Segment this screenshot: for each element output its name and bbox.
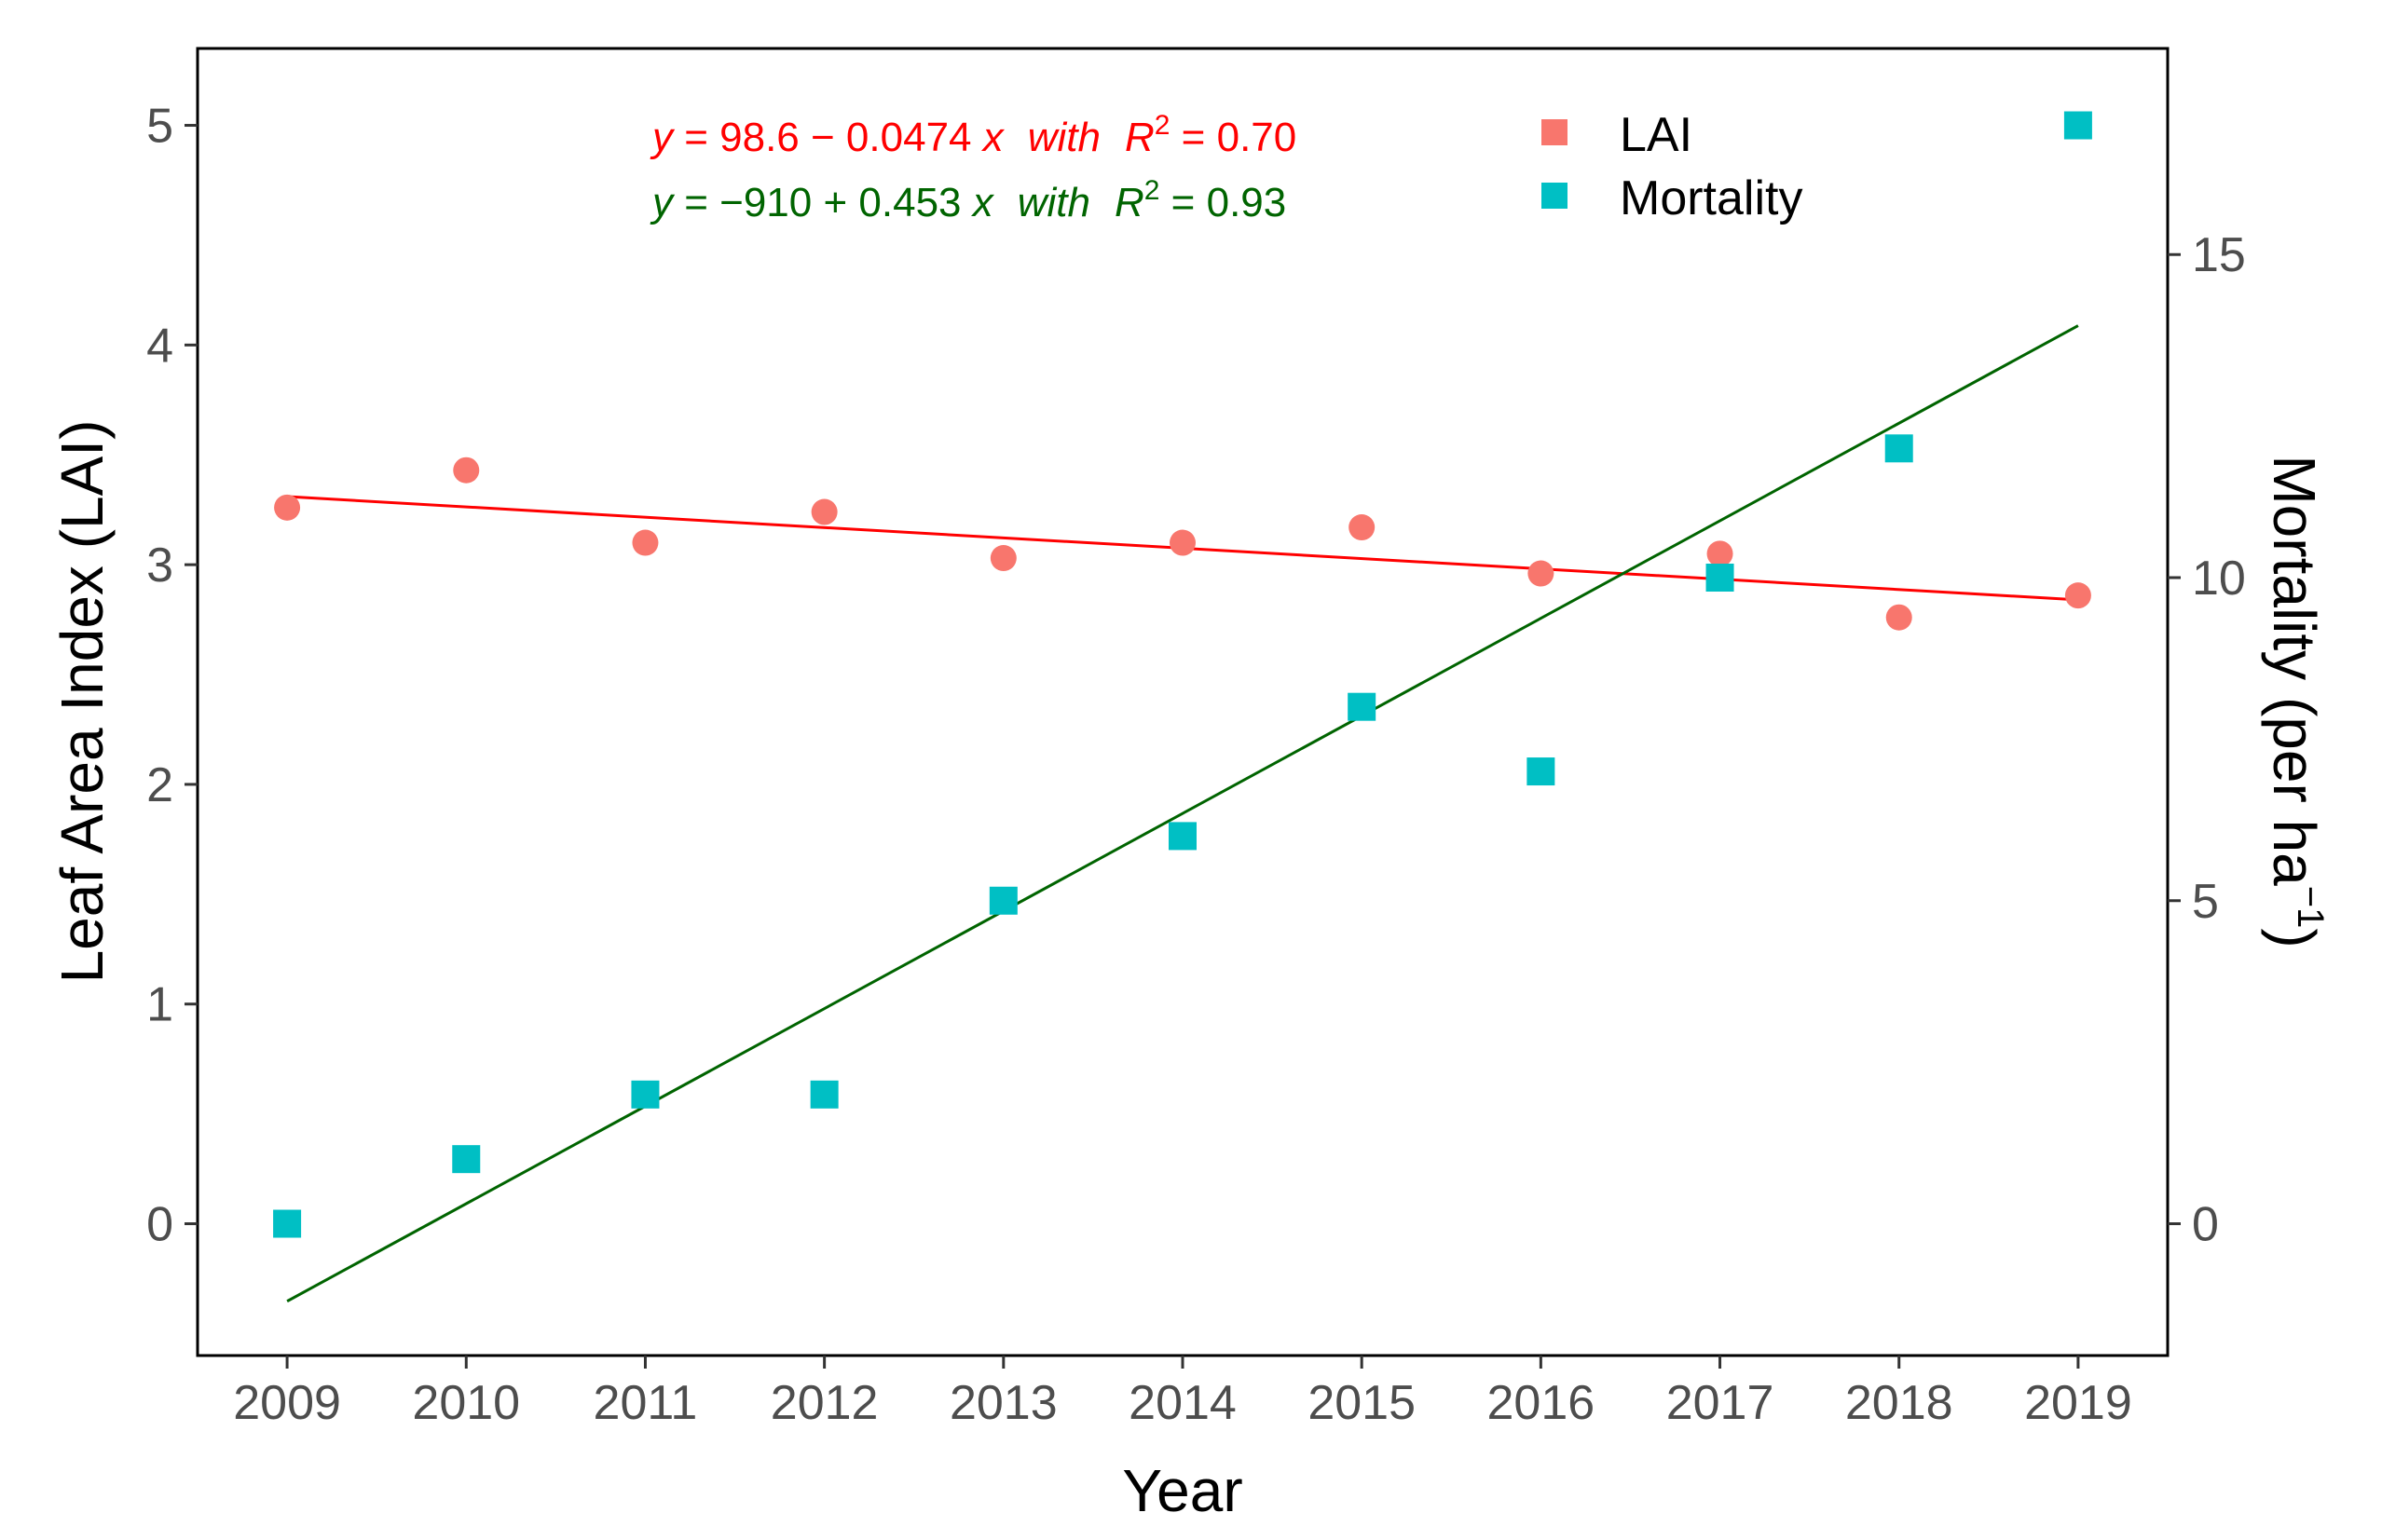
- data-points: [273, 111, 2092, 1238]
- fit-line-mortality: [286, 324, 2079, 1303]
- equations: y = 98.6 − 0.0474 x with R2 = 0.70 y = −91…: [650, 110, 1296, 225]
- left-y-tick-label: 1: [146, 978, 173, 1032]
- left-y-tick-label: 2: [146, 758, 173, 812]
- point-lai: [632, 529, 659, 556]
- x-axis: 2009 2010 2011 2012 2013 2014 2015 2016 2017 2018…: [233, 1356, 2132, 1430]
- point-lai: [2064, 582, 2091, 609]
- point-lai: [1170, 529, 1196, 556]
- point-mortality: [1169, 822, 1197, 851]
- left-y-tick-label: 0: [146, 1198, 173, 1252]
- point-mortality: [810, 1080, 839, 1109]
- x-axis-title: Year: [1122, 1457, 1242, 1524]
- right-y-tick-label: 15: [2192, 228, 2246, 282]
- left-y-axis-title: Leaf Area Index (LAI): [48, 420, 116, 984]
- x-tick-label: 2013: [950, 1376, 1058, 1430]
- point-mortality: [273, 1209, 302, 1238]
- point-lai: [274, 494, 301, 521]
- point-lai: [453, 457, 480, 484]
- x-tick-label: 2011: [594, 1376, 698, 1430]
- point-lai: [1348, 514, 1376, 541]
- legend-key-lai: [1541, 119, 1567, 145]
- point-lai: [1527, 560, 1554, 587]
- x-tick-label: 2010: [412, 1376, 520, 1430]
- point-mortality: [631, 1080, 660, 1109]
- x-tick-label: 2019: [2024, 1376, 2132, 1430]
- right-y-tick-label: 5: [2192, 875, 2219, 929]
- x-tick-label: 2012: [771, 1376, 879, 1430]
- legend-label-mortality: Mortality: [1620, 171, 1802, 225]
- plot-panel: [196, 47, 2170, 1357]
- right-y-axis-title: Mortality (per ha−1): [2261, 455, 2331, 947]
- right-y-axis: 0 5 10 15: [2168, 228, 2246, 1252]
- legend: LAI Mortality: [1541, 108, 1802, 225]
- left-y-axis: 0 1 2 3 4 5: [146, 100, 198, 1252]
- left-y-tick-label: 4: [146, 319, 173, 373]
- point-lai: [990, 545, 1017, 572]
- x-tick-label: 2009: [233, 1376, 341, 1430]
- right-y-tick-label: 0: [2192, 1198, 2219, 1252]
- point-lai: [1706, 540, 1733, 567]
- left-y-tick-label: 3: [146, 538, 173, 593]
- point-lai: [811, 498, 838, 525]
- left-y-tick-label: 5: [146, 100, 173, 154]
- point-mortality: [989, 886, 1018, 915]
- x-tick-label: 2017: [1666, 1376, 1774, 1430]
- point-mortality: [452, 1145, 481, 1174]
- x-tick-label: 2015: [1307, 1376, 1416, 1430]
- point-lai: [1885, 604, 1912, 631]
- right-y-tick-label: 10: [2192, 552, 2246, 606]
- point-mortality: [1348, 692, 1376, 721]
- point-mortality: [1884, 434, 1913, 463]
- point-mortality: [2063, 111, 2092, 140]
- lai-fit-equation: y = 98.6 − 0.0474 x with R2 = 0.70: [650, 110, 1296, 160]
- x-tick-label: 2014: [1129, 1376, 1237, 1430]
- point-mortality: [1705, 563, 1734, 592]
- legend-label-lai: LAI: [1620, 108, 1692, 162]
- x-tick-label: 2016: [1487, 1376, 1595, 1430]
- x-tick-label: 2018: [1845, 1376, 1953, 1430]
- point-mortality: [1526, 757, 1555, 786]
- mortality-fit-equation: y = −910 + 0.453 x with R2 = 0.93: [650, 175, 1286, 225]
- legend-key-mortality: [1541, 183, 1567, 209]
